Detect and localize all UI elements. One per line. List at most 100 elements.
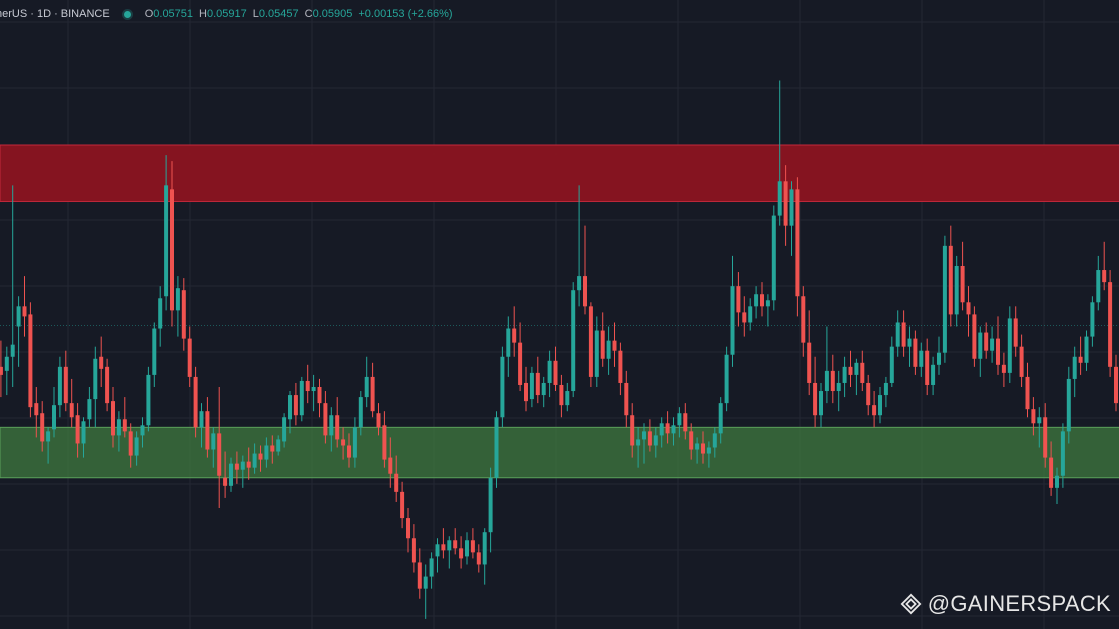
candle-body — [264, 445, 269, 460]
candle-body — [671, 425, 676, 434]
candle-body — [75, 415, 80, 444]
candle — [647, 419, 652, 452]
candle-body — [529, 372, 534, 400]
candle-body — [394, 473, 399, 492]
candle — [990, 326, 995, 363]
candle-body — [370, 376, 375, 412]
candle-body — [730, 286, 735, 355]
candle — [765, 294, 770, 327]
candle-body — [305, 380, 310, 392]
candle-body — [140, 425, 145, 436]
candle — [736, 272, 741, 327]
candle-body — [116, 419, 121, 436]
candle — [665, 411, 670, 444]
candle-body — [689, 431, 694, 450]
candle-body — [1060, 431, 1065, 476]
candles-group — [0, 80, 1118, 619]
candle-body — [990, 338, 995, 351]
candle-body — [34, 403, 39, 416]
candle-body — [364, 376, 369, 398]
candle — [612, 322, 617, 367]
candle — [111, 387, 115, 448]
candle — [93, 346, 98, 428]
candle-body — [329, 415, 334, 436]
candle-body — [889, 346, 894, 383]
candle-body — [813, 382, 818, 416]
candle-body — [600, 330, 605, 359]
candle — [600, 312, 605, 367]
candle — [276, 435, 281, 456]
candle-body — [1072, 356, 1077, 379]
close-label: C — [304, 8, 313, 20]
candle — [75, 403, 80, 458]
candle — [671, 417, 676, 446]
watermark-text: @GAINERSPACK — [927, 591, 1111, 616]
candle-body — [712, 433, 717, 448]
candle — [258, 445, 263, 472]
candle — [919, 342, 924, 377]
candle — [1055, 467, 1059, 504]
candle-body — [199, 411, 204, 428]
candle — [246, 447, 251, 480]
candle — [329, 407, 334, 452]
candle — [588, 302, 593, 387]
candle-body — [470, 540, 475, 553]
candle — [252, 443, 257, 474]
candle — [116, 411, 121, 452]
candle-body — [541, 382, 546, 396]
candle-body — [801, 296, 806, 343]
candle — [99, 336, 104, 387]
candle-body — [860, 362, 865, 383]
candle-body — [807, 342, 812, 383]
support-zone[interactable] — [0, 426, 1119, 479]
candle — [618, 342, 623, 396]
candle — [701, 431, 705, 464]
candle-body — [93, 358, 98, 400]
candle-body — [105, 366, 110, 404]
candle — [388, 437, 393, 488]
candle-body — [128, 431, 133, 456]
candle-body — [777, 181, 782, 216]
candle-body — [388, 457, 393, 474]
candle-body — [553, 360, 558, 385]
candle-body — [134, 437, 139, 456]
candle-body — [659, 423, 664, 436]
candle-body — [1114, 366, 1118, 404]
candle — [146, 366, 151, 432]
candle-body — [1108, 282, 1113, 367]
price-zones — [0, 144, 1119, 479]
candle — [140, 417, 145, 448]
candle — [63, 350, 68, 412]
candle — [211, 427, 216, 468]
candle-body — [960, 266, 965, 303]
candle — [293, 382, 298, 426]
candle — [583, 225, 587, 315]
candle — [783, 165, 788, 246]
candle — [217, 387, 222, 508]
candle — [382, 411, 387, 468]
candle-body — [765, 300, 770, 307]
candle — [1096, 255, 1101, 311]
candle-body — [565, 391, 570, 406]
candle-body — [630, 415, 635, 446]
candle-body — [1055, 475, 1059, 488]
candle-body — [1096, 270, 1101, 303]
candle — [883, 376, 888, 408]
candle-body — [10, 344, 15, 357]
candle — [695, 437, 700, 464]
candle-body — [683, 413, 688, 432]
candle — [16, 296, 21, 367]
candle-body — [836, 382, 841, 392]
symbol-label[interactable]: nerUS · 1D · BINANCE — [0, 8, 110, 20]
candle — [878, 387, 882, 424]
candle-body — [341, 439, 346, 446]
candle — [913, 330, 918, 375]
candle — [630, 403, 635, 458]
candle — [777, 80, 782, 226]
candle — [677, 407, 682, 438]
resistance-zone[interactable] — [0, 144, 1119, 202]
candle — [748, 298, 753, 331]
candle-body — [69, 403, 74, 418]
